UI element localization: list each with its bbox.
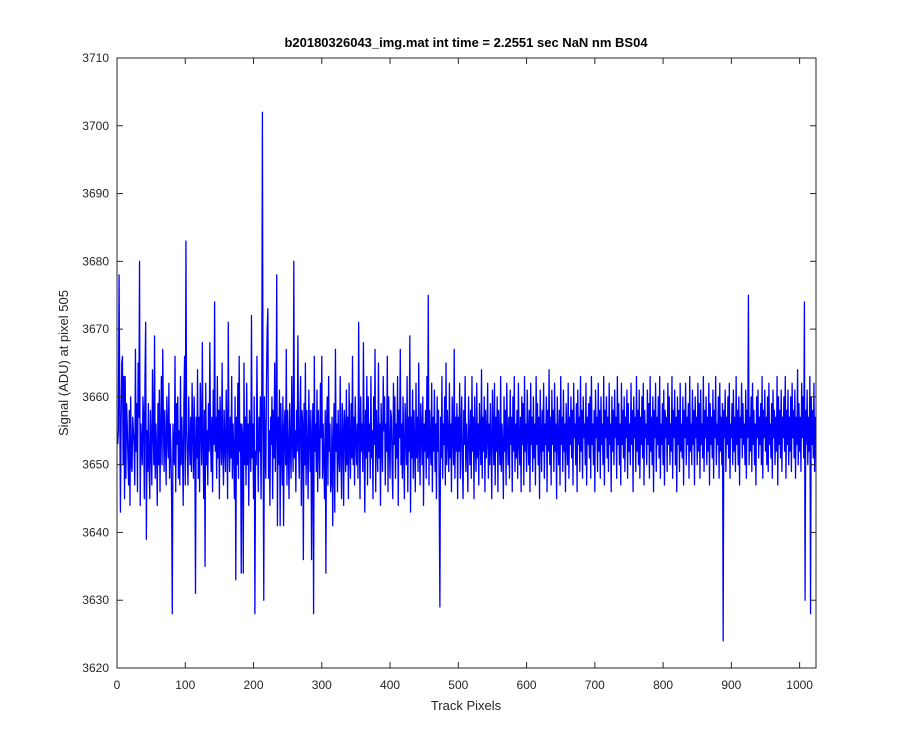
y-tick-label: 3710	[82, 51, 109, 65]
x-tick-label: 800	[653, 678, 673, 692]
series-layer	[117, 111, 816, 642]
x-tick-label: 400	[380, 678, 400, 692]
axes-box	[116, 57, 817, 669]
x-tick-label: 500	[448, 678, 468, 692]
x-tick-label: 300	[312, 678, 332, 692]
y-tick-label: 3620	[82, 661, 109, 675]
x-tick-label: 0	[114, 678, 121, 692]
tick-layer: 0 100 200 300 400 500 600 700 800 900 1000 3620 3630…	[82, 51, 816, 692]
series-line	[117, 111, 816, 642]
y-tick-label: 3660	[82, 390, 109, 404]
x-tick-label: 600	[517, 678, 537, 692]
y-tick-label: 3690	[82, 187, 109, 201]
x-tick-label: 100	[175, 678, 195, 692]
y-axis-label: Signal (ADU) at pixel 505	[56, 290, 71, 436]
chart-title: b20180326043_img.mat int time = 2.2551 s…	[284, 35, 648, 50]
y-tick-label: 3630	[82, 593, 109, 607]
x-tick-label: 900	[721, 678, 741, 692]
y-tick-label: 3650	[82, 458, 109, 472]
axes-background	[117, 58, 816, 668]
y-tick-label: 3700	[82, 119, 109, 133]
y-tick-label: 3640	[82, 525, 109, 539]
x-tick-label: 1000	[786, 678, 813, 692]
x-tick-label: 200	[244, 678, 264, 692]
y-tick-label: 3670	[82, 322, 109, 336]
x-axis-label: Track Pixels	[431, 698, 502, 713]
x-tick-label: 700	[585, 678, 605, 692]
plot-area: 0 100 200 300 400 500 600 700 800 900 1000 3620 3630…	[82, 51, 817, 692]
y-tick-label: 3680	[82, 254, 109, 268]
